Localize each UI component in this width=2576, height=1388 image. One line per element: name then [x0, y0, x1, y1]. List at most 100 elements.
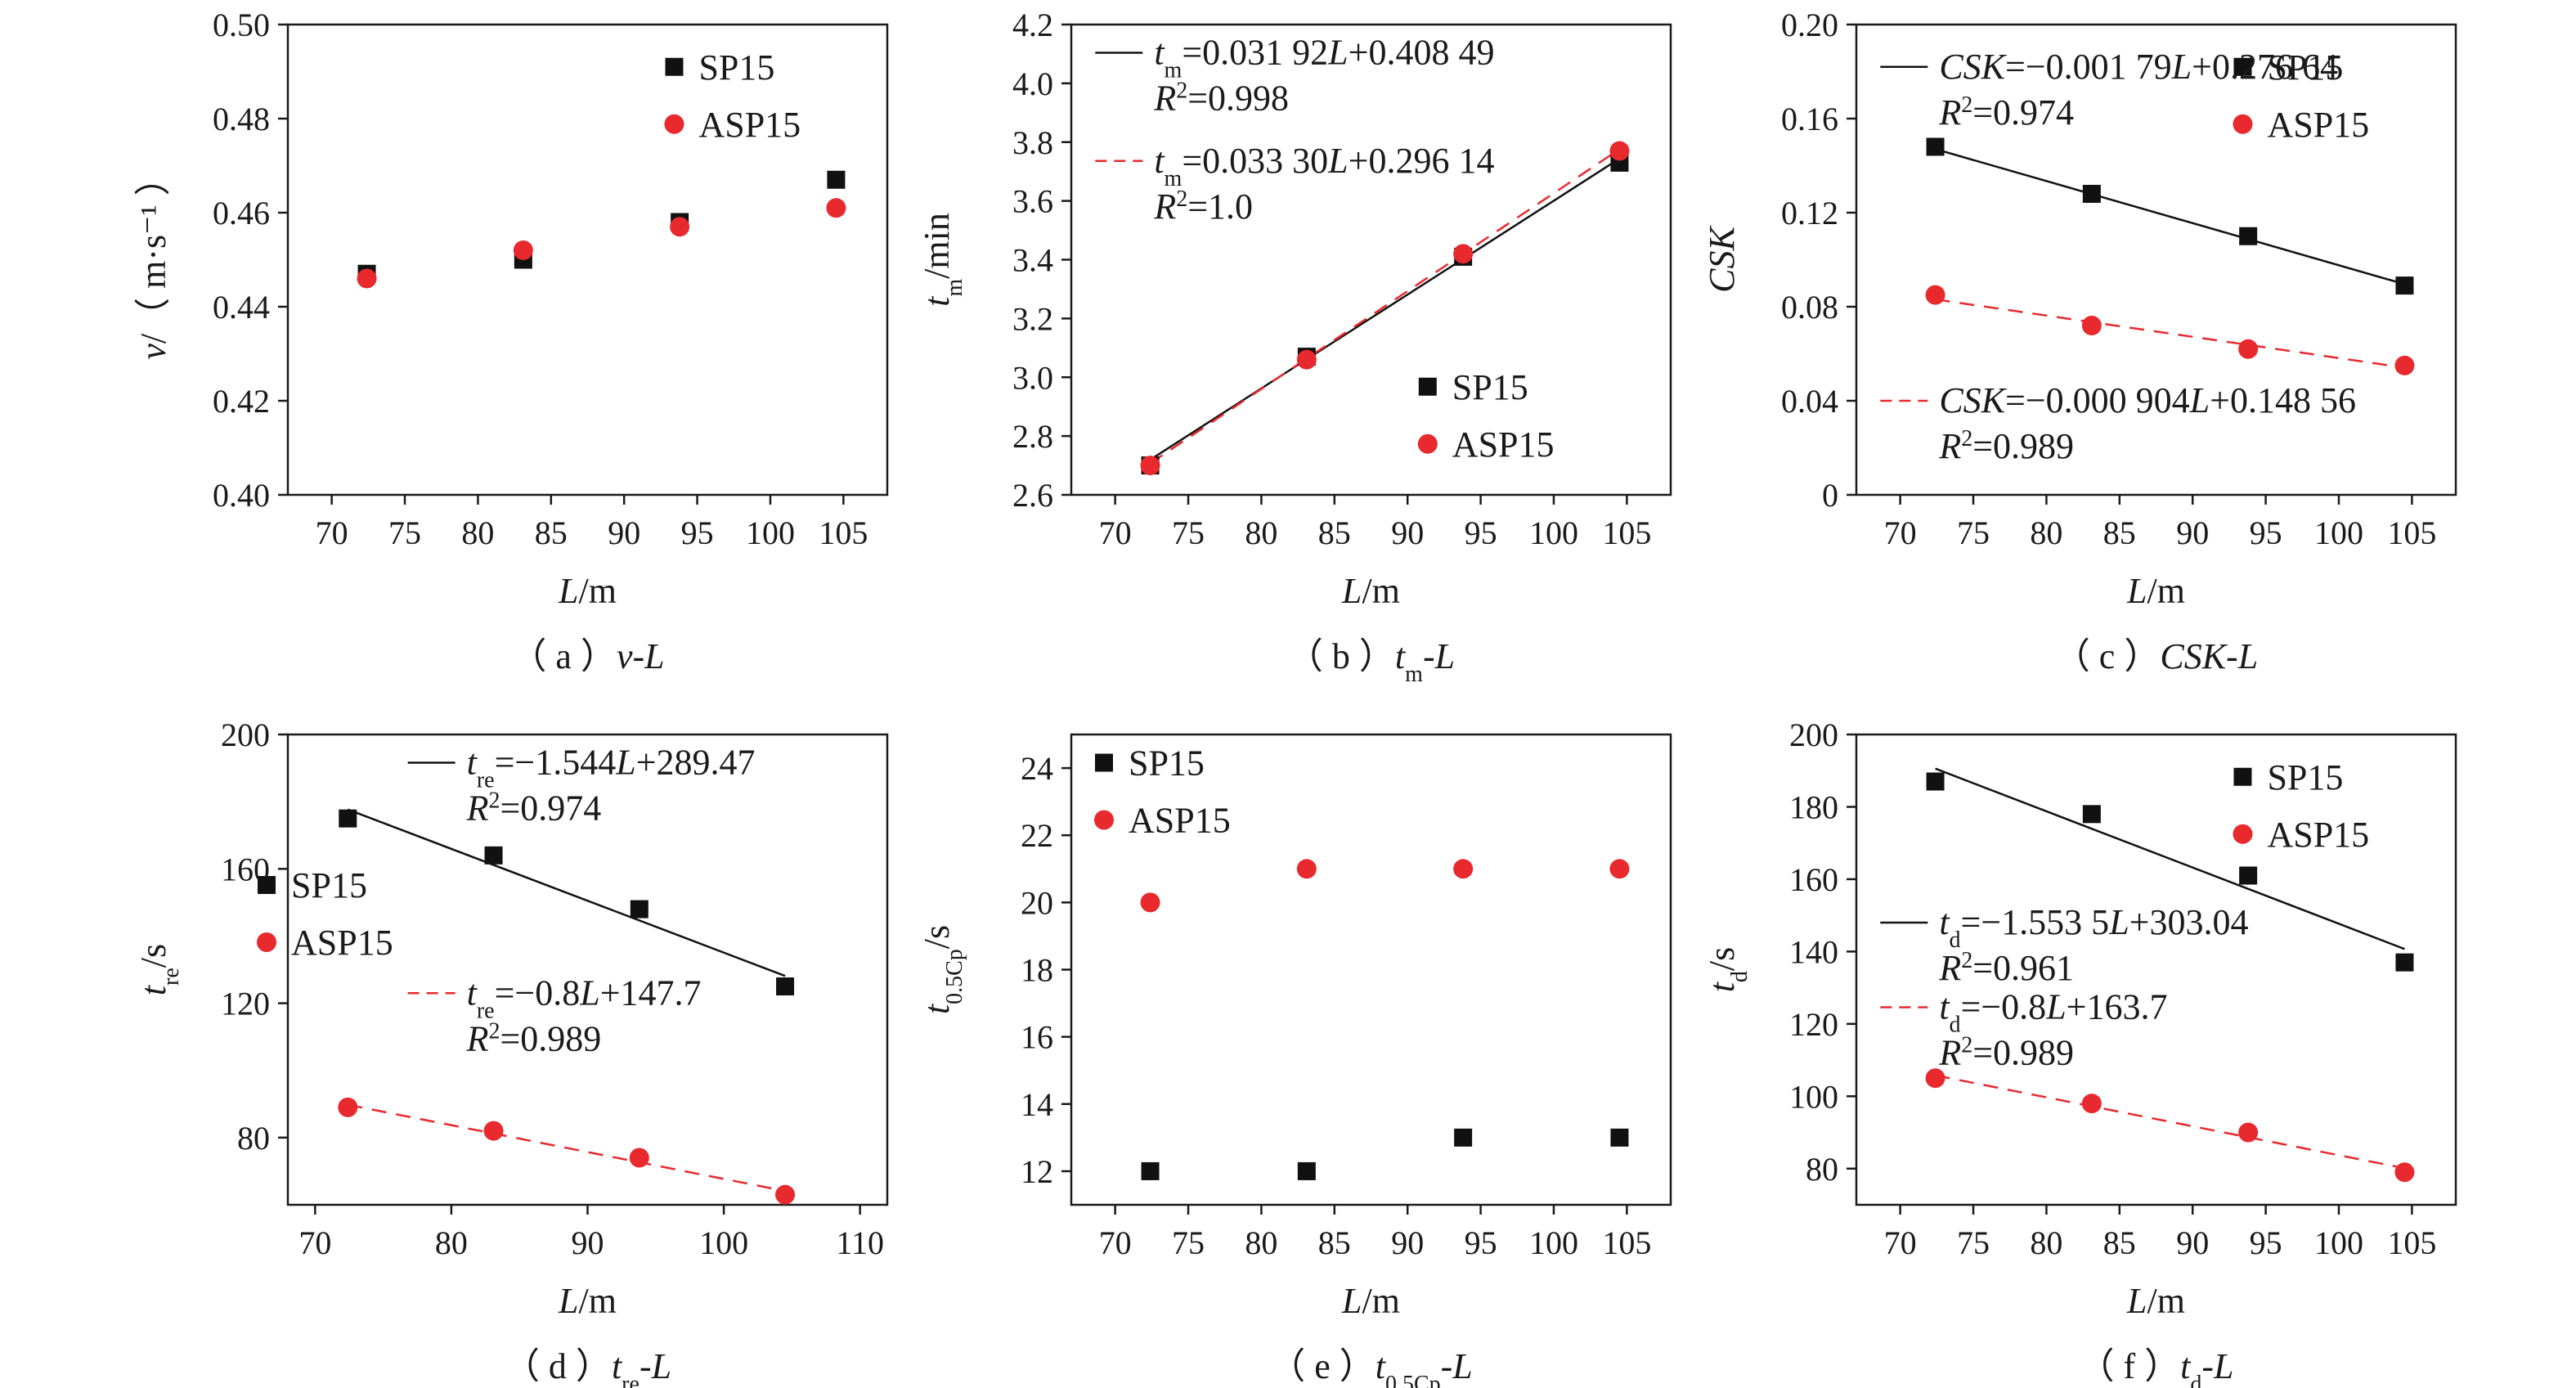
- x-tick-label: 70: [1099, 1224, 1132, 1261]
- x-tick-label: 90: [2176, 1224, 2209, 1261]
- fit-r-squared: R2=0.989: [466, 1018, 602, 1059]
- fit-line-sp15: [1935, 767, 2405, 950]
- legend-label-asp15: ASP15: [2267, 815, 2369, 855]
- y-tick-label: 3.8: [1012, 124, 1053, 161]
- y-tick-label: 0.20: [1781, 7, 1838, 43]
- plot-frame: [1855, 733, 2457, 1206]
- x-tick-label: 75: [1172, 1224, 1205, 1261]
- data-point-sp15: [827, 170, 846, 189]
- legend-marker-asp15: [2233, 824, 2253, 844]
- panel-caption: （ e ）t0.5Cp-L: [1269, 1346, 1473, 1388]
- legend-marker-asp15: [257, 932, 277, 952]
- y-tick-label: 0: [1822, 477, 1838, 514]
- fit-line-asp15: [1935, 1074, 2405, 1170]
- data-point-sp15: [1926, 772, 1945, 791]
- data-point-asp15: [826, 198, 846, 218]
- y-axis-title: v/（ m·s⁻¹ ）: [133, 159, 173, 359]
- y-tick-label: 120: [1789, 1006, 1838, 1043]
- y-tick-label: 2.8: [1012, 418, 1053, 455]
- legend-marker-sp15: [1094, 753, 1113, 772]
- y-tick-label: 160: [1789, 861, 1838, 898]
- x-tick-label: 95: [2250, 1224, 2282, 1261]
- data-point-asp15: [1296, 349, 1317, 370]
- fit-line-asp15: [1935, 298, 2405, 369]
- x-tick-label: 100: [699, 1224, 748, 1261]
- x-tick-label: 85: [535, 514, 568, 551]
- y-axis-title: t0.5Cp/s: [917, 925, 967, 1014]
- y-tick-label: 200: [1789, 716, 1838, 753]
- legend-marker-asp15: [664, 114, 684, 134]
- fit-line-sp15: [1149, 157, 1621, 461]
- data-point-sp15: [1454, 1128, 1473, 1147]
- x-tick-label: 105: [819, 514, 868, 551]
- data-point-asp15: [775, 1184, 796, 1205]
- y-tick-label: 3.2: [1012, 300, 1053, 337]
- y-tick-label: 0.40: [213, 477, 270, 514]
- x-tick-label: 90: [608, 514, 640, 551]
- legend-marker-asp15: [1093, 810, 1114, 830]
- data-point-sp15: [2082, 805, 2101, 824]
- data-point-asp15: [338, 1097, 358, 1117]
- x-tick-label: 100: [1529, 514, 1578, 551]
- y-tick-label: 20: [1021, 884, 1053, 921]
- y-tick-label: 2.6: [1012, 477, 1053, 514]
- y-axis-title: tm/min: [917, 213, 967, 307]
- legend-label-asp15: ASP15: [698, 105, 801, 145]
- data-point-asp15: [2238, 1122, 2259, 1143]
- data-point-sp15: [2395, 276, 2414, 295]
- fit-line-asp15: [348, 1103, 786, 1193]
- y-tick-label: 140: [1789, 933, 1838, 970]
- y-tick-label: 0.04: [1781, 383, 1838, 420]
- data-point-sp15: [776, 977, 795, 996]
- data-point-asp15: [1453, 859, 1474, 879]
- y-tick-label: 0.12: [1781, 195, 1838, 231]
- x-tick-label: 85: [2103, 514, 2136, 551]
- y-tick-label: 14: [1021, 1086, 1053, 1123]
- legend-marker-sp15: [1418, 377, 1437, 396]
- x-tick-label: 105: [2387, 514, 2436, 551]
- data-point-sp15: [1297, 1161, 1316, 1180]
- fit-r-squared: R2=1.0: [1153, 186, 1253, 227]
- data-point-asp15: [1609, 859, 1630, 879]
- legend-label-sp15: SP15: [1452, 367, 1528, 407]
- y-tick-label: 0.46: [213, 195, 270, 231]
- y-tick-label: 22: [1021, 817, 1053, 854]
- data-point-sp15: [2239, 866, 2258, 885]
- y-axis-title: td/s: [1702, 947, 1752, 993]
- fit-equation: tm=0.033 30L+0.296 14: [1154, 141, 1494, 191]
- fit-equation: tre=−0.8L+147.7: [467, 972, 702, 1023]
- legend-label-sp15: SP15: [2267, 757, 2343, 797]
- y-tick-label: 16: [1021, 1019, 1053, 1056]
- data-point-asp15: [1453, 244, 1474, 264]
- x-tick-label: 85: [1318, 1224, 1351, 1261]
- legend-marker-sp15: [2233, 57, 2252, 76]
- legend-label-asp15: ASP15: [291, 923, 393, 963]
- x-axis-title: L/m: [558, 571, 617, 611]
- data-point-asp15: [1140, 456, 1160, 476]
- x-tick-label: 100: [2314, 514, 2363, 551]
- data-point-asp15: [2081, 316, 2102, 335]
- y-tick-label: 200: [221, 716, 270, 753]
- data-point-asp15: [1609, 141, 1630, 161]
- x-tick-label: 80: [435, 1224, 468, 1261]
- y-tick-label: 12: [1021, 1153, 1053, 1190]
- fit-line-sp15: [1935, 148, 2405, 285]
- x-tick-label: 80: [2030, 514, 2062, 551]
- y-tick-label: 3.4: [1012, 242, 1053, 279]
- data-point-asp15: [1925, 285, 1945, 305]
- x-tick-label: 105: [1602, 514, 1651, 551]
- legend-marker-asp15: [1417, 433, 1438, 454]
- fit-equation: td=−1.553 5L+303.04: [1939, 902, 2248, 953]
- x-axis-title: L/m: [558, 1281, 617, 1321]
- x-tick-label: 100: [2314, 1224, 2363, 1261]
- fit-line-sp15: [347, 808, 786, 977]
- legend-marker-sp15: [258, 876, 276, 894]
- legend-label-asp15: ASP15: [1452, 424, 1555, 465]
- panel-caption: （ f ）td-L: [2078, 1346, 2233, 1388]
- y-tick-label: 18: [1021, 952, 1053, 989]
- x-tick-label: 75: [1957, 1224, 1990, 1261]
- y-tick-label: 0.48: [213, 101, 270, 137]
- x-tick-label: 100: [746, 514, 795, 551]
- legend-marker-asp15: [2233, 114, 2253, 134]
